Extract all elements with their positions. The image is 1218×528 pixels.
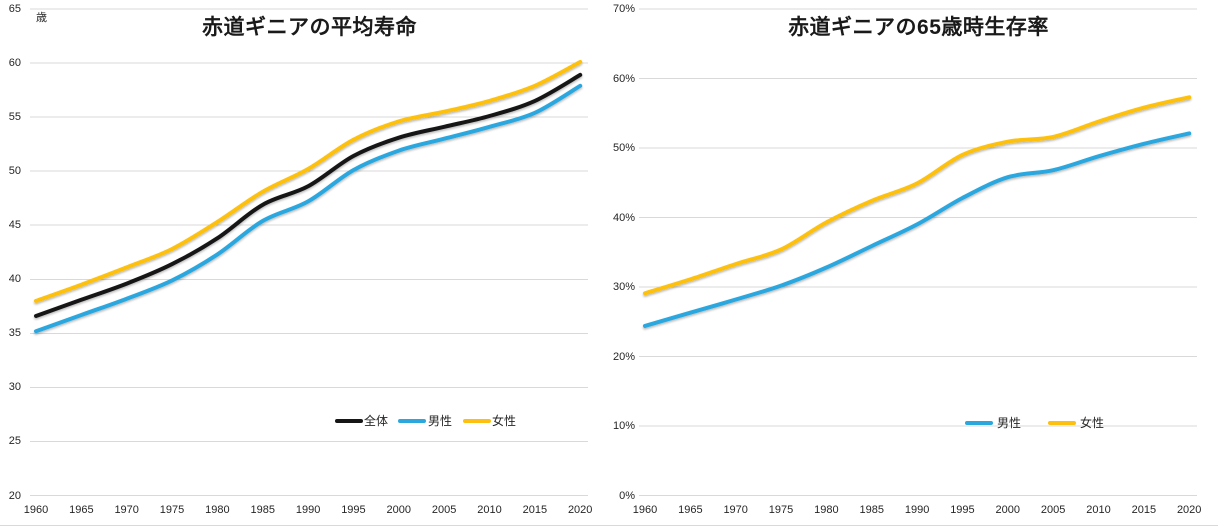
x-tick-label: 1965 — [678, 504, 703, 516]
chart-plot-svg — [30, 8, 588, 496]
x-tick-label: 1985 — [250, 504, 275, 516]
x-tick-label: 2020 — [1176, 504, 1202, 516]
x-tick-label: 1990 — [295, 504, 321, 516]
legend-label-female: 女性 — [492, 414, 517, 428]
legend-label-male: 男性 — [997, 416, 1022, 430]
legend-label-female: 女性 — [1080, 416, 1105, 430]
legend-swatch-total — [335, 419, 363, 423]
legend-swatch-male — [398, 419, 426, 423]
y-tick-label: 50% — [612, 142, 635, 154]
y-tick-label: 20 — [8, 489, 21, 502]
legend-swatch-female — [1048, 421, 1076, 425]
x-tick-label: 2020 — [567, 504, 593, 516]
y-tick-label: 50 — [8, 165, 21, 178]
series-line-male — [643, 131, 1192, 328]
legend-swatch-male — [965, 421, 993, 425]
chart-plot-svg — [639, 8, 1197, 496]
series-line-total — [34, 72, 583, 318]
x-tick-label: 1975 — [768, 504, 794, 516]
x-tick-label: 1990 — [904, 504, 930, 516]
x-tick-label: 1965 — [69, 504, 94, 516]
y-tick-label: 60 — [8, 57, 21, 70]
y-tick-label: 0% — [619, 489, 635, 502]
chart-bottom-border — [0, 525, 1218, 526]
y-tick-label: 45 — [8, 219, 21, 232]
series-line-female — [643, 95, 1192, 296]
x-tick-label: 1980 — [814, 504, 839, 516]
x-tick-label: 1985 — [859, 504, 884, 516]
x-tick-label: 2010 — [1086, 504, 1111, 516]
y-tick-label: 35 — [8, 327, 21, 340]
y-tick-label: 10% — [612, 420, 635, 432]
y-tick-label: 65 — [8, 3, 21, 15]
chart-title: 赤道ギニアの65歳時生存率 — [788, 16, 1049, 39]
y-tick-label: 55 — [8, 111, 21, 124]
y-tick-label: 30 — [8, 381, 21, 394]
y-tick-label: 30% — [612, 281, 635, 293]
x-tick-label: 1975 — [159, 504, 185, 516]
x-tick-label: 2010 — [477, 504, 502, 516]
series-line-male — [34, 83, 583, 334]
y-tick-label: 20% — [612, 350, 635, 363]
chart-title: 赤道ギニアの平均寿命 — [202, 16, 417, 39]
x-tick-label: 1970 — [114, 504, 139, 516]
y-axis-unit-label: 歳 — [36, 12, 47, 24]
survival-rate-chart: 赤道ギニアの65歳時生存率 0% 10% 20% 30% 40% 50% 60% 70% 196… — [609, 0, 1218, 528]
x-tick-label: 2000 — [386, 504, 412, 516]
x-tick-label: 1960 — [23, 504, 49, 516]
y-tick-label: 25 — [8, 435, 21, 448]
y-tick-label: 40 — [8, 273, 21, 286]
x-tick-label: 1960 — [632, 504, 658, 516]
x-tick-label: 1970 — [723, 504, 748, 516]
y-tick-label: 40% — [612, 211, 635, 224]
x-tick-label: 2015 — [522, 504, 548, 516]
x-tick-label: 2005 — [431, 504, 457, 516]
x-tick-label: 1995 — [950, 504, 975, 516]
legend-swatch-female — [463, 419, 491, 423]
x-tick-label: 2015 — [1131, 504, 1157, 516]
legend-label-total: 全体 — [364, 414, 389, 428]
x-tick-label: 1980 — [205, 504, 230, 516]
x-tick-label: 2000 — [995, 504, 1021, 516]
life-expectancy-chart: 赤道ギニアの平均寿命 歳 20 25 30 35 40 45 50 55 60 65 1960 196… — [8, 3, 593, 516]
y-tick-label: 60% — [612, 72, 635, 85]
series-line-female — [34, 60, 583, 303]
x-tick-label: 2005 — [1040, 504, 1066, 516]
legend-label-male: 男性 — [428, 414, 453, 428]
y-tick-label: 70% — [612, 3, 635, 15]
x-tick-label: 1995 — [341, 504, 366, 516]
